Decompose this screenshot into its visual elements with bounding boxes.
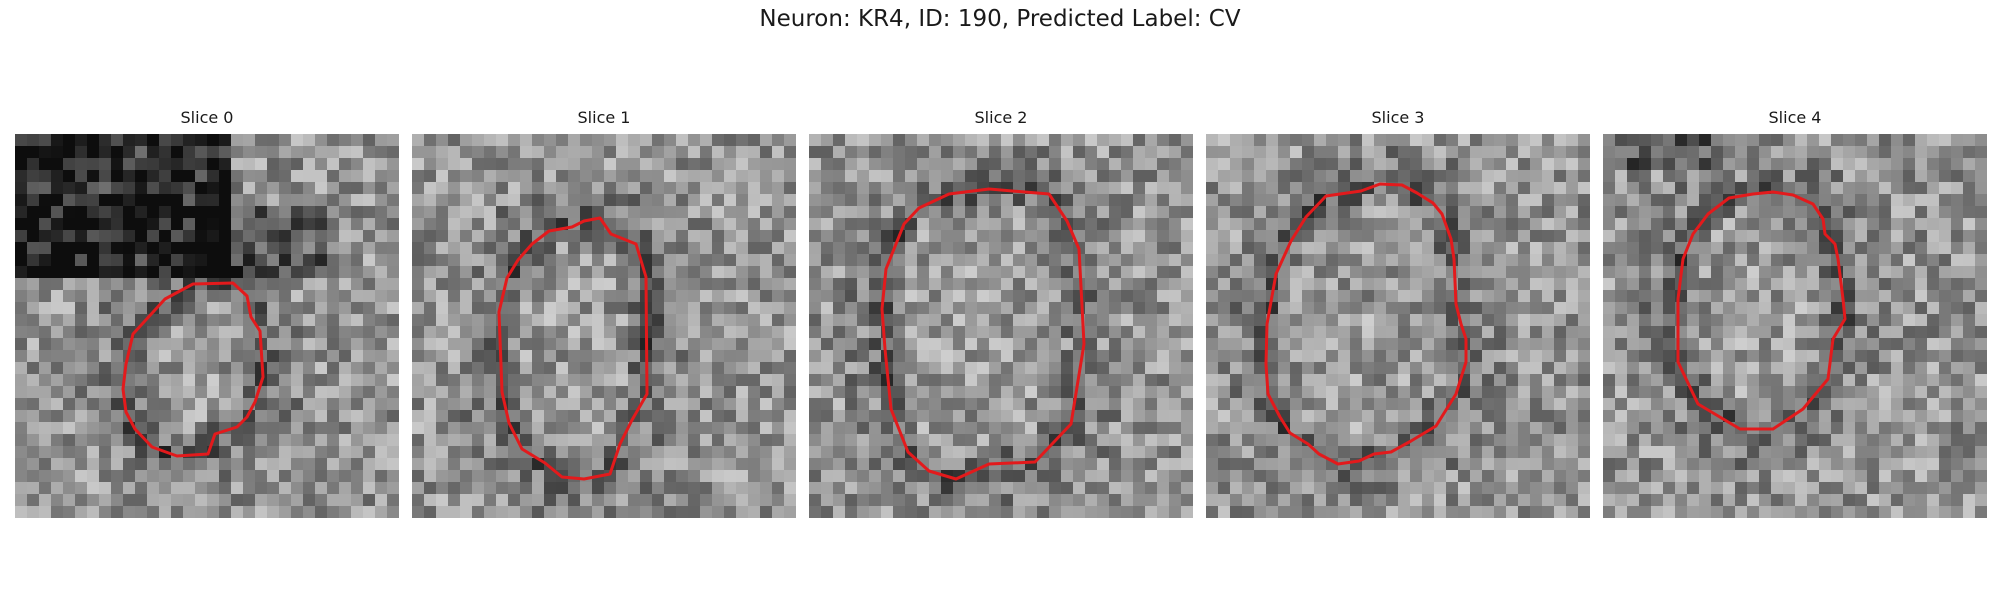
panel-slice-3: Slice 3 — [1206, 108, 1590, 518]
pixel-texture — [809, 134, 1193, 518]
panel-title: Slice 4 — [1603, 108, 1987, 127]
panel-title: Slice 1 — [412, 108, 796, 127]
panel-slice-0: Slice 0 — [15, 108, 399, 518]
pixel-texture — [1603, 134, 1987, 518]
pixel-texture — [412, 134, 796, 518]
slice-image — [15, 134, 399, 518]
panel-slice-4: Slice 4 — [1603, 108, 1987, 518]
slice-image — [1603, 134, 1987, 518]
panel-slice-2: Slice 2 — [809, 108, 1193, 518]
pixel-texture — [1206, 134, 1590, 518]
panel-title: Slice 0 — [15, 108, 399, 127]
slice-image — [412, 134, 796, 518]
pixel-texture — [15, 134, 399, 518]
panel-slice-1: Slice 1 — [412, 108, 796, 518]
slice-image — [809, 134, 1193, 518]
panel-title: Slice 2 — [809, 108, 1193, 127]
slice-image — [1206, 134, 1590, 518]
panel-title: Slice 3 — [1206, 108, 1590, 127]
